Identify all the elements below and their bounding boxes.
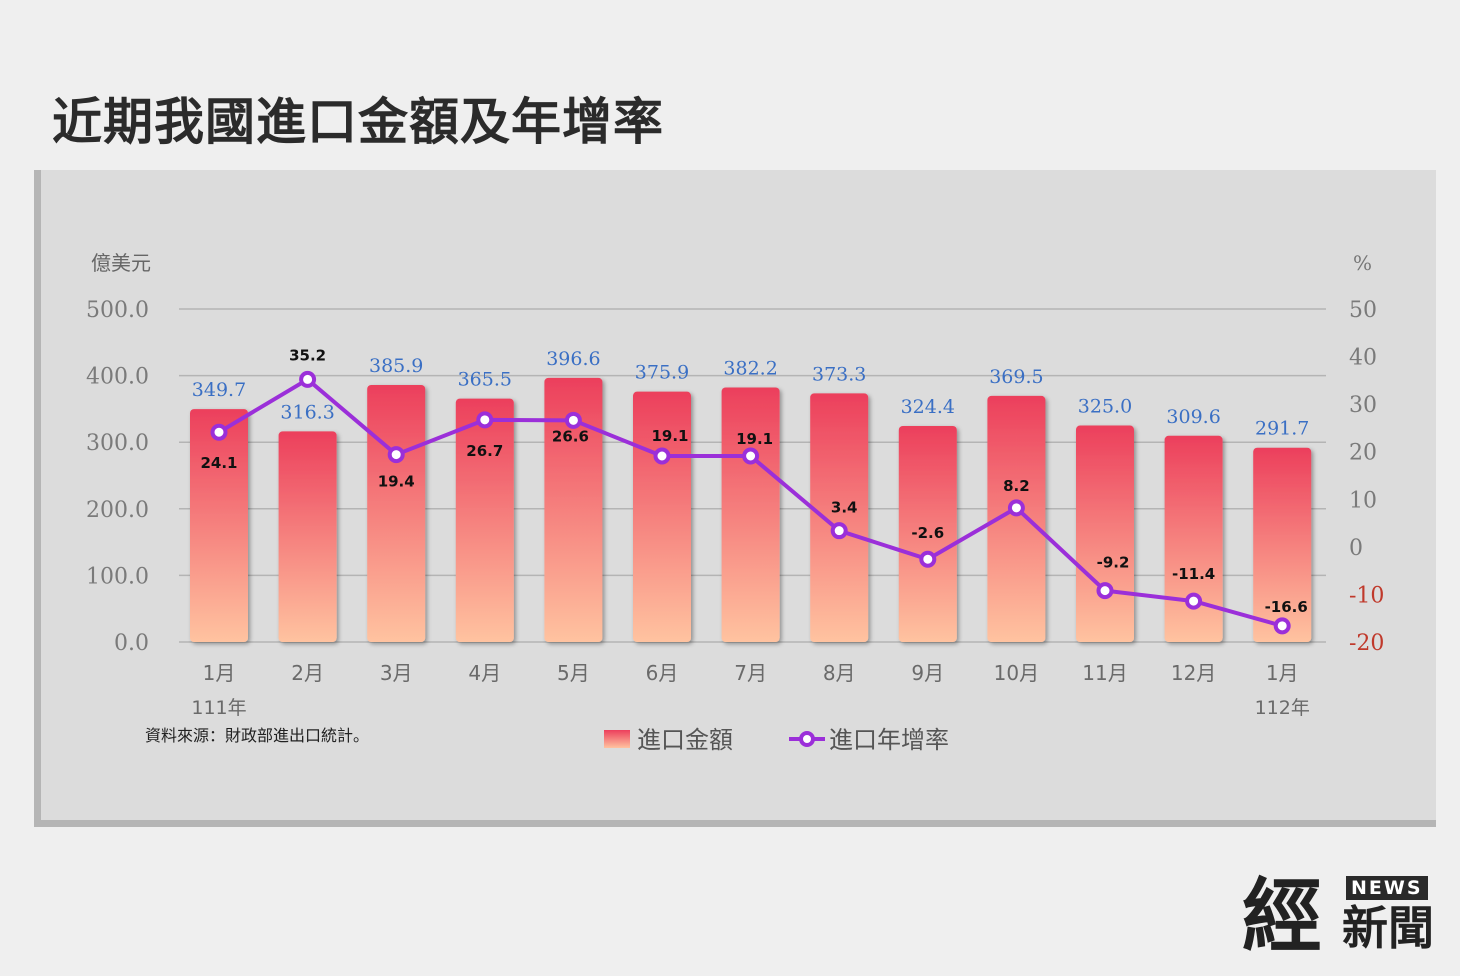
bar xyxy=(1253,447,1312,642)
bar xyxy=(544,377,603,642)
growth-point xyxy=(387,446,405,464)
year-label-last: 112年 xyxy=(1255,697,1310,719)
brand-logo-news: NEWS xyxy=(1346,876,1428,900)
growth-value-label: 35.2 xyxy=(289,346,326,364)
growth-point xyxy=(1096,582,1114,600)
right-axis-tick-label: -20 xyxy=(1349,631,1384,656)
growth-value-label: 26.6 xyxy=(552,427,589,445)
growth-value-label: 3.4 xyxy=(831,499,858,517)
growth-value-label: 24.1 xyxy=(200,454,237,472)
bar xyxy=(810,393,869,642)
growth-value-label: 19.1 xyxy=(736,430,773,448)
x-axis-label: 5月 xyxy=(557,661,590,685)
right-axis-tick-label: 30 xyxy=(1349,393,1377,418)
growth-value-label: -2.6 xyxy=(911,524,944,542)
x-axis-label: 8月 xyxy=(823,661,856,685)
bar xyxy=(367,384,426,642)
x-axis-label: 1月 xyxy=(203,661,236,685)
bar xyxy=(721,387,780,642)
growth-point xyxy=(919,550,937,568)
source-note: 資料來源：財政部進出口統計。 xyxy=(145,726,369,745)
x-axis-label: 10月 xyxy=(994,661,1039,685)
growth-point xyxy=(564,411,582,429)
chart-panel: 億美元 % 0.0 100.0 200.0 300.0 400.0 500.0 -20 -1… xyxy=(34,170,1436,827)
growth-point xyxy=(1185,592,1203,610)
right-axis-unit: % xyxy=(1353,251,1372,275)
left-axis-tick-label: 200.0 xyxy=(86,498,149,523)
bar xyxy=(190,409,248,642)
bar xyxy=(1076,425,1134,642)
x-axis-label: 4月 xyxy=(468,661,501,685)
x-axis-label: 3月 xyxy=(380,661,413,685)
legend-bar-swatch xyxy=(604,730,630,748)
bar-value-label: 373.3 xyxy=(812,363,866,385)
bar-value-label: 349.7 xyxy=(192,379,246,401)
bar-value-label: 291.7 xyxy=(1255,418,1309,440)
left-axis-tick-label: 100.0 xyxy=(86,564,149,589)
bar-value-label: 324.4 xyxy=(901,396,955,418)
x-axis-label: 6月 xyxy=(646,661,679,685)
brand-logo-big-char: 經 xyxy=(1242,869,1322,963)
left-axis-tick-label: 300.0 xyxy=(86,431,149,456)
bar-value-label: 365.5 xyxy=(458,369,512,391)
bar xyxy=(987,395,1046,642)
growth-point xyxy=(1273,617,1291,635)
growth-point xyxy=(299,370,317,388)
bar-value-label: 316.3 xyxy=(280,401,334,423)
bar-value-label: 375.9 xyxy=(635,362,689,384)
x-axis-label: 1月 xyxy=(1266,661,1299,685)
growth-point xyxy=(742,447,760,465)
x-axis-label: 2月 xyxy=(291,661,324,685)
x-axis-label: 11月 xyxy=(1082,661,1127,685)
growth-value-label: 8.2 xyxy=(1003,477,1030,495)
left-axis-tick-label: 400.0 xyxy=(86,365,149,390)
right-axis-tick-label: 50 xyxy=(1349,298,1377,323)
right-axis-tick-label: 0 xyxy=(1349,536,1363,561)
legend-line-label: 進口年增率 xyxy=(829,726,949,754)
growth-value-label: -16.6 xyxy=(1265,598,1308,616)
left-axis-unit: 億美元 xyxy=(91,251,151,275)
bar xyxy=(278,431,337,642)
legend-line-marker xyxy=(799,731,815,747)
x-axis-label: 9月 xyxy=(911,661,944,685)
growth-value-label: 26.7 xyxy=(466,442,503,460)
bar-value-label: 369.5 xyxy=(989,366,1043,388)
growth-value-label: 19.4 xyxy=(378,473,415,491)
right-axis-tick-label: 20 xyxy=(1349,441,1377,466)
growth-point xyxy=(210,423,228,441)
bar-value-label: 309.6 xyxy=(1166,406,1220,428)
year-label-first: 111年 xyxy=(191,697,246,719)
right-axis-tick-label: 10 xyxy=(1349,488,1377,513)
growth-value-label: -9.2 xyxy=(1097,554,1130,572)
brand-logo: 經 NEWS 新聞 xyxy=(1242,872,1442,962)
bar-value-label: 396.6 xyxy=(546,348,600,370)
left-axis-tick-label: 0.0 xyxy=(114,631,149,656)
legend: 進口金額 進口年增率 xyxy=(604,726,949,754)
growth-value-label: -11.4 xyxy=(1172,565,1215,583)
bar-value-label: 382.2 xyxy=(723,357,777,379)
right-axis-tick-label: -10 xyxy=(1349,583,1384,608)
right-axis-tick-label: 40 xyxy=(1349,346,1377,371)
growth-value-label: 19.1 xyxy=(651,427,688,445)
legend-bar-label: 進口金額 xyxy=(637,726,733,754)
bar-value-label: 385.9 xyxy=(369,355,423,377)
bar xyxy=(898,425,957,642)
x-axis-label: 7月 xyxy=(734,661,767,685)
x-axis-label: 12月 xyxy=(1171,661,1216,685)
chart-svg: 億美元 % 0.0 100.0 200.0 300.0 400.0 500.0 -20 -1… xyxy=(86,251,1384,754)
growth-point xyxy=(653,447,671,465)
page-title: 近期我國進口金額及年增率 xyxy=(52,93,664,151)
growth-point xyxy=(830,522,848,540)
bar xyxy=(455,398,514,642)
growth-point xyxy=(476,411,494,429)
bar-value-label: 325.0 xyxy=(1078,396,1132,418)
left-axis-tick-label: 500.0 xyxy=(86,298,149,323)
brand-logo-small-chars: 新聞 xyxy=(1342,901,1434,955)
bar xyxy=(1164,435,1223,642)
growth-point xyxy=(1007,499,1025,517)
